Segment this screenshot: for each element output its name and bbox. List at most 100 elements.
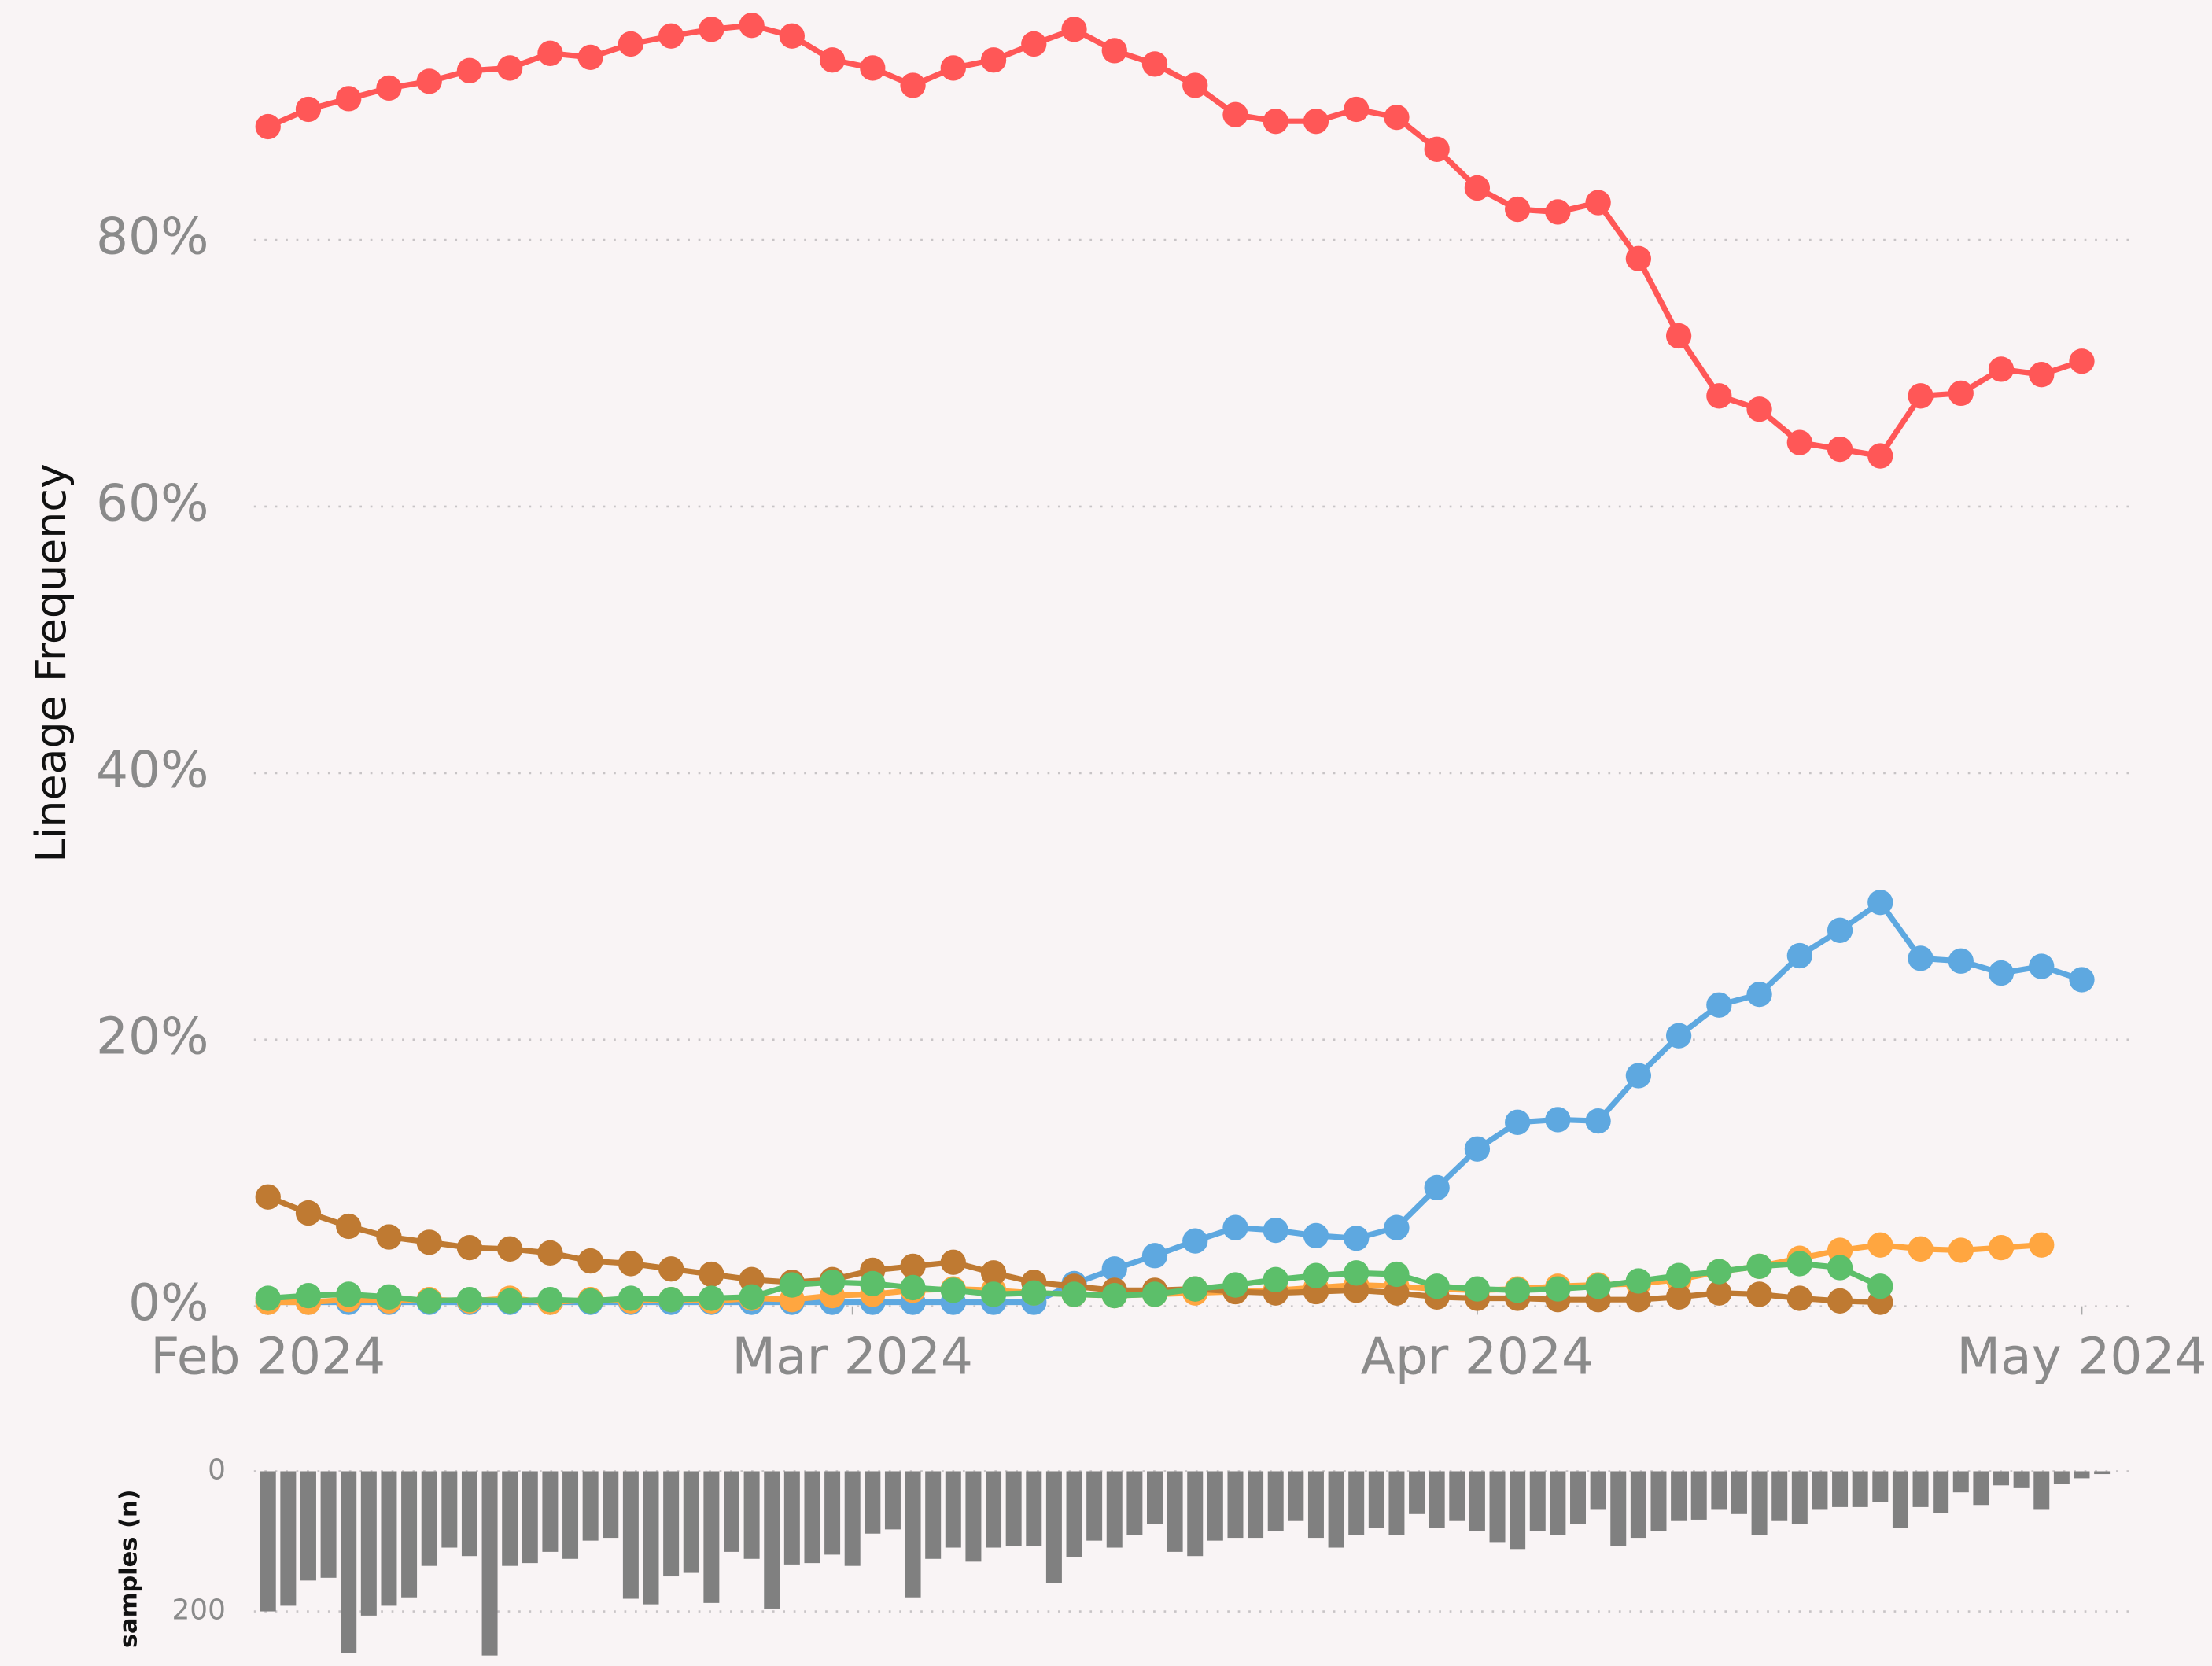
data-point xyxy=(255,1184,281,1210)
bar xyxy=(1489,1471,1506,1543)
data-point xyxy=(1303,1262,1329,1288)
data-point xyxy=(1786,1285,1812,1311)
data-point xyxy=(1505,1277,1531,1303)
data-point xyxy=(1464,175,1491,201)
data-point xyxy=(980,47,1007,73)
bar xyxy=(381,1471,397,1606)
data-point xyxy=(456,1234,483,1261)
bar xyxy=(1449,1471,1465,1521)
data-point xyxy=(1222,101,1248,127)
bar xyxy=(1973,1471,1989,1506)
data-point xyxy=(819,47,846,73)
data-point xyxy=(1021,31,1047,57)
bar xyxy=(1892,1471,1908,1528)
bar xyxy=(1288,1471,1304,1521)
bar xyxy=(441,1471,458,1548)
bar xyxy=(1650,1471,1667,1531)
data-point xyxy=(1424,1174,1450,1201)
bar xyxy=(1529,1471,1546,1531)
bar xyxy=(260,1471,276,1612)
data-point xyxy=(537,1240,563,1266)
data-point xyxy=(1665,323,1692,349)
data-point xyxy=(1021,1280,1047,1306)
data-point xyxy=(900,1253,926,1279)
data-point xyxy=(1263,109,1288,135)
data-point xyxy=(1061,1281,1087,1307)
data-point xyxy=(255,113,281,140)
data-point xyxy=(497,1288,523,1314)
bar xyxy=(1026,1471,1042,1546)
data-point xyxy=(1384,1280,1410,1306)
data-point xyxy=(295,1200,322,1226)
bar xyxy=(2074,1471,2090,1479)
bar xyxy=(986,1471,1002,1548)
bar xyxy=(703,1471,720,1603)
bar xyxy=(683,1471,699,1573)
bar xyxy=(1832,1471,1849,1507)
data-point xyxy=(699,1285,724,1311)
data-point xyxy=(940,1249,966,1275)
bar xyxy=(1671,1471,1687,1521)
bar xyxy=(1872,1471,1889,1502)
bar xyxy=(1248,1471,1264,1539)
data-point xyxy=(1101,38,1127,64)
data-point xyxy=(819,1270,846,1296)
data-point xyxy=(860,1270,886,1297)
data-point xyxy=(1182,1228,1208,1254)
bar xyxy=(461,1471,477,1557)
data-point xyxy=(456,1287,483,1313)
bar xyxy=(1409,1471,1425,1514)
data-point xyxy=(497,55,523,81)
data-point xyxy=(416,1229,442,1255)
data-point xyxy=(1384,104,1410,131)
bar xyxy=(1066,1471,1082,1557)
bar xyxy=(663,1471,680,1577)
data-point xyxy=(1141,1243,1168,1269)
data-point xyxy=(416,1288,442,1314)
data-point xyxy=(1867,1232,1893,1258)
data-point xyxy=(940,55,966,81)
data-point xyxy=(1665,1023,1692,1049)
bar xyxy=(562,1471,579,1559)
bar xyxy=(1388,1471,1405,1535)
data-point xyxy=(1585,190,1611,216)
data-point xyxy=(1182,1276,1208,1302)
data-point xyxy=(577,1248,603,1274)
bar xyxy=(643,1471,659,1605)
bar xyxy=(522,1471,538,1564)
data-point xyxy=(900,1274,926,1301)
data-point xyxy=(1746,982,1772,1008)
bar xyxy=(2033,1471,2050,1510)
x-tick-label: Mar 2024 xyxy=(732,1327,973,1386)
data-point xyxy=(1948,380,1974,407)
y-tick-label: 80% xyxy=(96,208,208,267)
data-point xyxy=(1827,1288,1853,1314)
bar xyxy=(2013,1471,2030,1488)
data-point xyxy=(1948,1237,1974,1263)
bar xyxy=(1952,1471,1969,1493)
bar xyxy=(502,1471,518,1566)
data-point xyxy=(1665,1262,1692,1288)
bar xyxy=(723,1471,739,1552)
data-point xyxy=(1908,1236,1934,1262)
data-point xyxy=(1464,1136,1491,1162)
data-point xyxy=(1585,1273,1611,1299)
data-point xyxy=(1101,1256,1127,1282)
data-point xyxy=(1867,443,1893,469)
bar xyxy=(1348,1471,1365,1535)
data-point xyxy=(2069,348,2095,374)
data-point xyxy=(1344,96,1370,123)
bar xyxy=(783,1471,800,1565)
bar xyxy=(1147,1471,1163,1524)
data-point xyxy=(1545,1107,1571,1133)
data-point xyxy=(1061,17,1087,42)
data-point xyxy=(618,1251,644,1277)
data-point xyxy=(1344,1226,1370,1251)
data-point xyxy=(577,44,603,71)
bar xyxy=(1993,1471,2010,1486)
bar xyxy=(1227,1471,1244,1539)
data-point xyxy=(456,57,483,83)
data-point xyxy=(1988,356,2015,382)
bar xyxy=(1368,1471,1384,1528)
